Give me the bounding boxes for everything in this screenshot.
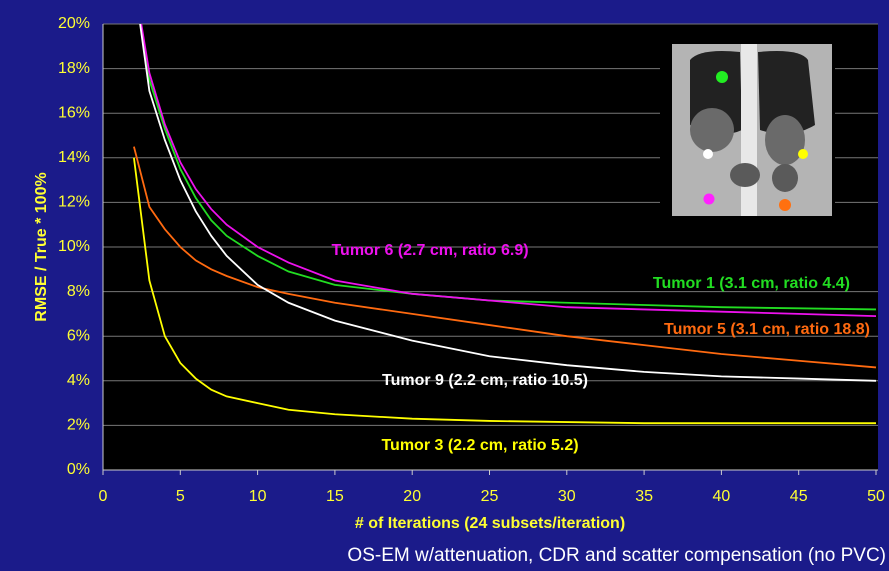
- x-tick-label: 30: [558, 488, 576, 505]
- x-axis-title: # of Iterations (24 subsets/iteration): [355, 515, 625, 532]
- y-tick-label: 6%: [67, 327, 90, 344]
- series-label: Tumor 3 (2.2 cm, ratio 5.2): [381, 437, 578, 454]
- y-tick-label: 4%: [67, 372, 90, 389]
- series-label: Tumor 9 (2.2 cm, ratio 10.5): [382, 372, 588, 389]
- x-tick-label: 40: [713, 488, 731, 505]
- x-tick-label: 5: [176, 488, 185, 505]
- x-tick-label: 15: [326, 488, 344, 505]
- inset-image: [660, 44, 835, 216]
- x-tick-label: 20: [403, 488, 421, 505]
- y-tick-label: 16%: [58, 104, 90, 121]
- x-tick-label: 10: [249, 488, 267, 505]
- x-tick-label: 50: [867, 488, 885, 505]
- series-label: Tumor 6 (2.7 cm, ratio 6.9): [331, 242, 528, 259]
- series-label: Tumor 5 (3.1 cm, ratio 18.8): [664, 321, 870, 338]
- series-label: Tumor 1 (3.1 cm, ratio 4.4): [653, 275, 850, 292]
- footnote: OS-EM w/attenuation, CDR and scatter com…: [347, 545, 886, 566]
- y-tick-label: 18%: [58, 60, 90, 77]
- y-tick-label: 10%: [58, 238, 90, 255]
- y-tick-label: 8%: [67, 283, 90, 300]
- y-tick-label: 14%: [58, 149, 90, 166]
- chart: # of Iterations (24 subsets/iteration) R…: [0, 0, 889, 571]
- y-tick-label: 20%: [58, 15, 90, 32]
- y-tick-label: 0%: [67, 461, 90, 478]
- x-tick-label: 45: [790, 488, 808, 505]
- y-tick-label: 12%: [58, 194, 90, 211]
- x-tick-label: 35: [635, 488, 653, 505]
- y-tick-label: 2%: [67, 417, 90, 434]
- y-axis-title: RMSE / True * 100%: [33, 172, 50, 321]
- x-tick-label: 25: [481, 488, 499, 505]
- x-tick-label: 0: [99, 488, 108, 505]
